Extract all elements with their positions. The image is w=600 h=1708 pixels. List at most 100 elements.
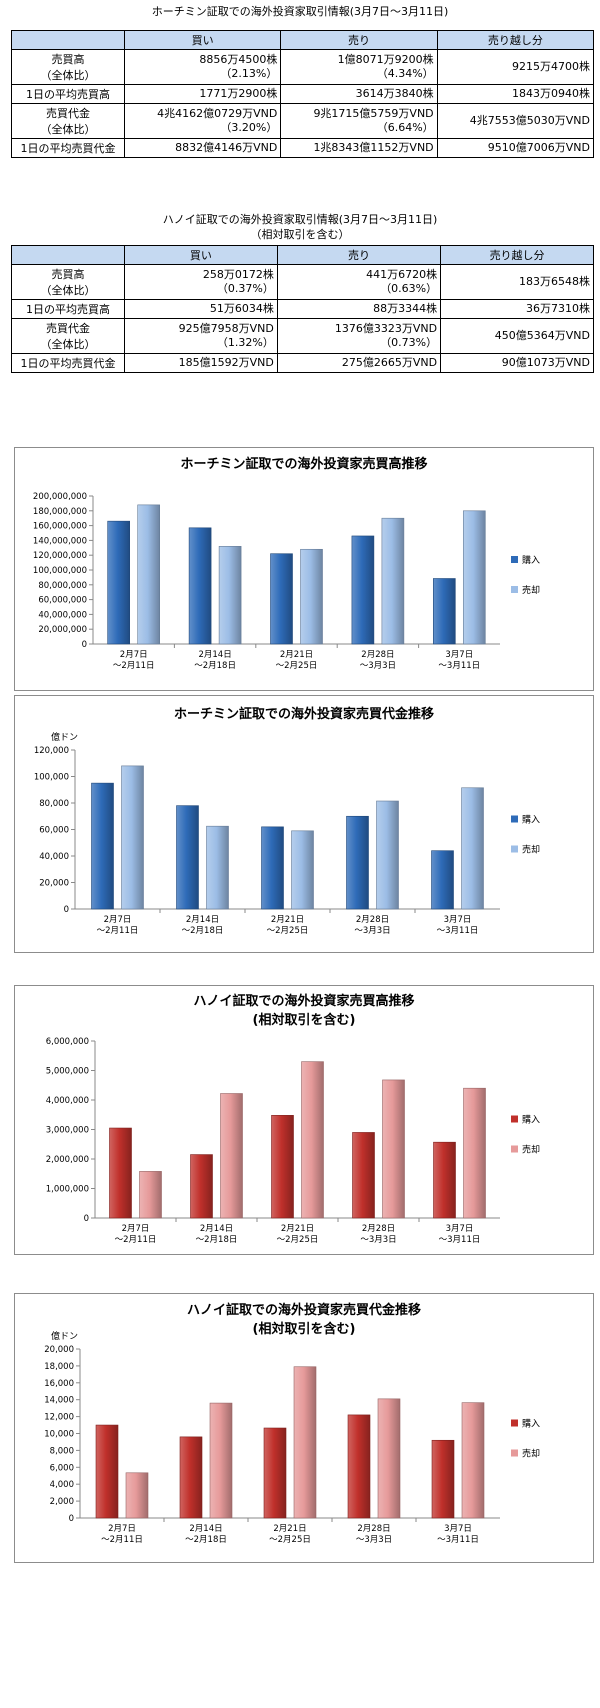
y-tick-label: 0: [64, 905, 69, 915]
y-tick-label: 2,000: [50, 1497, 74, 1507]
y-tick-label: 180,000,000: [33, 507, 87, 517]
chart-hcm-volume: ホーチミン証取での海外投資家売買高推移 0 20,000,000 40,000,000…: [14, 447, 594, 691]
hcm-table-title: ホーチミン証取での海外投資家取引情報(3月7日～3月11日): [151, 5, 449, 18]
bar-buy: [176, 805, 199, 910]
net-value: 450億5364万VND: [494, 329, 590, 342]
y-tick-label: 100,000: [34, 773, 69, 783]
bar-buy: [95, 1424, 119, 1519]
buy-cell: 51万6034株: [124, 299, 278, 319]
x-tick-label: 2月14日: [186, 915, 219, 925]
net-value: 9510億7006万VND: [487, 141, 590, 154]
net-cell: 450億5364万VND: [440, 318, 594, 354]
bar-sell: [382, 1079, 405, 1219]
hcm-table-row: 売買代金 （全体比） 4兆4162億0729万VND （3.20%） 9兆1715億57…: [11, 103, 595, 139]
x-tick-label: 3月7日: [444, 1524, 472, 1534]
sell-cell: 9兆1715億5759万VND （6.64%）: [280, 103, 438, 139]
x-tick-label: 2月14日: [189, 1524, 222, 1534]
bar-buy: [347, 1414, 371, 1519]
bar-sell: [376, 800, 399, 910]
x-tick-label: ～3月11日: [439, 1235, 481, 1245]
legend-label: 購入: [522, 1418, 540, 1430]
row-label-line: 1日の平均売買高: [26, 303, 110, 316]
hcm-table-row: 売買高 （全体比） 8856万4500株 （2.13%） 1億8071万9200株 （4.…: [11, 49, 595, 85]
net-value: 183万6548株: [519, 275, 590, 288]
hcm-table-row: 1日の平均売買高 1771万2900株 3614万3840株 1843万0940株: [11, 84, 595, 104]
y-tick-label: 200,000,000: [33, 492, 87, 502]
hn-header-cell: 売り越し分: [440, 245, 594, 265]
net-cell: 4兆7553億5030万VND: [436, 103, 595, 139]
row-label: 1日の平均売買代金: [11, 353, 125, 373]
buy-value: 8832億4146万VND: [175, 141, 278, 154]
bar-sell: [125, 1472, 149, 1519]
bar-sell: [301, 1061, 324, 1219]
chart-hn-value: ハノイ証取での海外投資家売買代金推移 (相対取引を含む) 億ドン 0 2,000 4,00…: [14, 1293, 594, 1563]
bar-buy: [179, 1436, 203, 1519]
bar-sell: [209, 1402, 233, 1519]
net-cell: 36万7310株: [440, 299, 594, 319]
hcm-header-cell: 売り: [280, 30, 438, 50]
bar-buy: [432, 578, 456, 645]
buy-cell: 8856万4500株 （2.13%）: [123, 49, 282, 85]
sell-cell: 1376億3323万VND （0.73%）: [276, 318, 442, 354]
legend-label: 売却: [522, 584, 540, 596]
buy-value: （2.13%）: [220, 67, 278, 80]
bar-buy: [107, 520, 130, 645]
x-tick-label: ～3月11日: [437, 926, 479, 936]
x-tick-label: ～3月3日: [356, 1535, 392, 1545]
y-tick-label: 4,000: [50, 1480, 74, 1490]
chart-title: ハノイ証取での海外投資家売買高推移: [193, 993, 414, 1009]
x-tick-label: ～2月25日: [276, 661, 318, 671]
x-tick-label: ～2月18日: [194, 661, 236, 671]
legend-swatch: [511, 1449, 518, 1457]
buy-cell: 258万0172株 （0.37%）: [124, 264, 278, 300]
row-label-line: 売買高: [51, 268, 85, 281]
hn-header-cell: [11, 245, 125, 265]
y-tick-label: 0: [82, 640, 87, 650]
legend-label: 購入: [522, 814, 540, 826]
bar-buy: [271, 1115, 294, 1219]
y-tick-label: 8,000: [50, 1446, 74, 1456]
hn-header-cell: 買い: [124, 245, 278, 265]
row-label: 売買代金 （全体比）: [11, 103, 125, 139]
y-tick-label: 20,000,000: [38, 625, 87, 635]
legend-swatch: [511, 1145, 518, 1153]
legend-label: 売却: [522, 844, 540, 856]
row-label: 売買高 （全体比）: [11, 264, 125, 300]
legend-swatch: [511, 815, 518, 823]
y-tick-label: 2,000,000: [46, 1155, 89, 1165]
bar-sell: [463, 1087, 486, 1219]
y-tick-label: 6,000,000: [46, 1037, 89, 1047]
y-tick-label: 60,000: [39, 826, 69, 836]
buy-value: 258万0172株: [202, 268, 274, 281]
chart-title: ホーチミン証取での海外投資家売買代金推移: [174, 706, 434, 722]
x-tick-label: 3月7日: [444, 915, 472, 925]
net-value: 4兆7553億5030万VND: [469, 114, 590, 127]
y-tick-label: 80,000: [39, 799, 69, 809]
sell-cell: 1兆8343億1152万VND: [280, 138, 438, 158]
bar-buy: [351, 535, 375, 645]
bar-sell: [461, 787, 484, 910]
row-label-line: （全体比）: [40, 284, 96, 297]
bar-sell: [137, 504, 160, 645]
buy-value: （3.20%）: [220, 121, 278, 134]
sell-value: 1兆8343億1152万VND: [313, 141, 434, 154]
net-value: 90億1073万VND: [501, 356, 590, 369]
sell-value: 441万6720株: [366, 268, 438, 281]
x-tick-label: ～3月11日: [437, 1535, 479, 1545]
row-label-line: （全体比）: [40, 69, 96, 82]
hn-table-row: 売買高 （全体比） 258万0172株 （0.37%） 441万6720株 （0.63%）…: [11, 264, 594, 300]
y-tick-label: 20,000: [44, 1345, 74, 1355]
net-cell: 9510億7006万VND: [436, 138, 595, 158]
bar-buy: [190, 1154, 213, 1219]
y-tick-label: 12,000: [44, 1413, 74, 1423]
sell-value: 275億2665万VND: [341, 356, 438, 369]
sell-value: 1億8071万9200株: [337, 53, 434, 66]
x-tick-label: ～3月3日: [354, 926, 390, 936]
net-value: 1843万0940株: [512, 87, 590, 100]
bar-sell: [293, 1366, 317, 1519]
hcm-header-cell: 買い: [123, 30, 282, 50]
y-tick-label: 140,000,000: [33, 536, 87, 546]
bar-sell: [121, 765, 144, 910]
legend-swatch: [511, 1115, 518, 1123]
legend-swatch: [511, 556, 518, 563]
